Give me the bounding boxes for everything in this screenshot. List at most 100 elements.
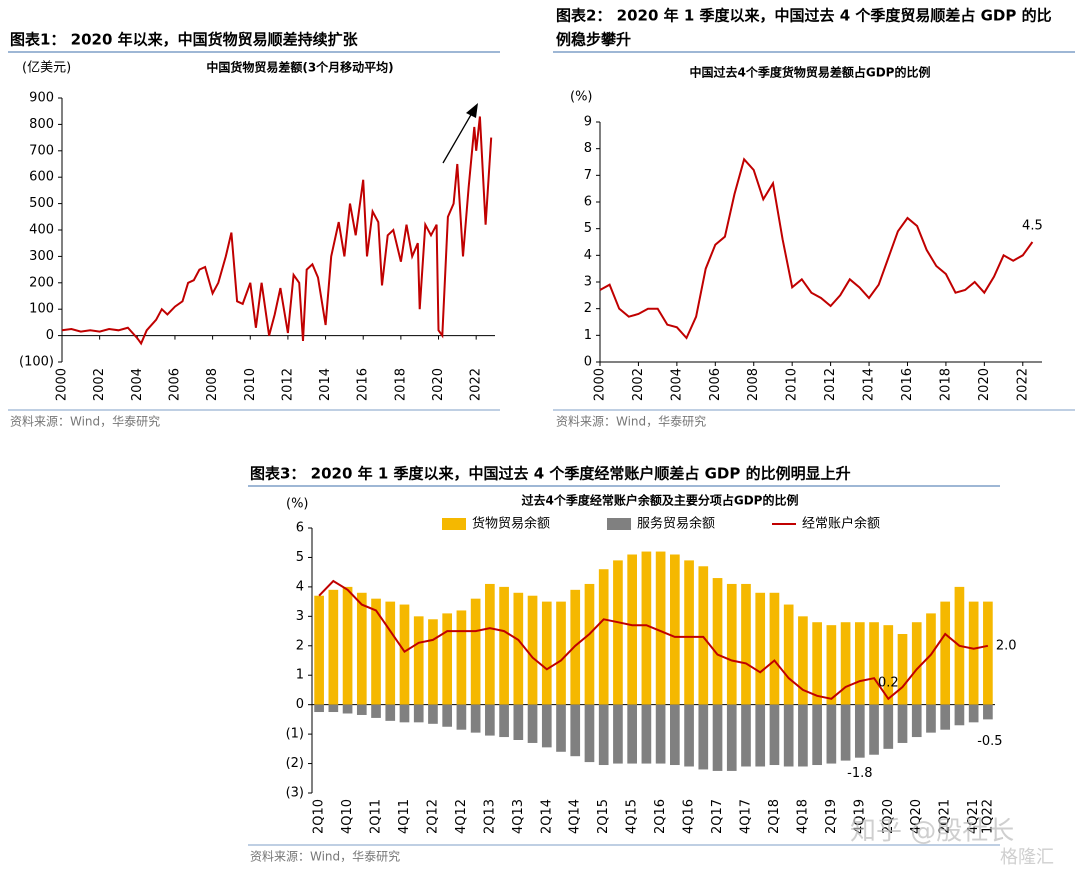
bar <box>470 704 481 733</box>
x-tick-label: 2012 <box>280 368 295 401</box>
bar <box>314 595 324 705</box>
bar <box>883 704 894 749</box>
bar <box>798 704 808 767</box>
x-tick-label: 4Q11 <box>397 799 412 834</box>
bar <box>428 619 438 705</box>
legend-swatch <box>607 518 631 530</box>
y-tick-label: (100) <box>19 355 54 370</box>
bar <box>897 704 908 743</box>
y-tick-label: 700 <box>29 143 54 158</box>
bar <box>456 704 467 730</box>
legend-label: 服务贸易余额 <box>637 516 715 532</box>
bar <box>897 634 908 705</box>
x-tick-label: 2022 <box>469 368 484 401</box>
x-tick-label: 2016 <box>356 368 371 401</box>
x-tick-label: 2018 <box>938 368 953 401</box>
bar <box>613 704 623 764</box>
bar <box>983 704 993 720</box>
x-tick-label: 4Q18 <box>795 799 810 834</box>
x-tick-label: 2Q15 <box>596 799 611 834</box>
bar <box>342 704 353 714</box>
x-tick-label: 2002 <box>92 368 107 401</box>
y-tick-label: 0 <box>46 328 54 343</box>
x-tick-label: 2012 <box>823 368 838 401</box>
data-label: -0.5 <box>977 734 1002 749</box>
bar <box>627 704 637 764</box>
bar <box>769 704 780 766</box>
bar <box>741 583 751 705</box>
x-tick-label: 4Q19 <box>852 799 867 834</box>
bar <box>556 704 566 752</box>
bar <box>655 551 666 705</box>
bar <box>541 601 552 705</box>
y-tick-label: 2 <box>296 638 304 653</box>
bar <box>968 704 979 723</box>
bar <box>328 704 339 713</box>
y-tick-label: 500 <box>29 196 54 211</box>
source-note: 资料来源：Wind，华泰研究 <box>250 849 400 864</box>
bar <box>613 560 623 705</box>
x-tick-label: 2016 <box>900 368 915 401</box>
bar <box>584 583 595 705</box>
x-tick-label: 2Q10 <box>312 799 327 834</box>
bar <box>755 704 766 767</box>
x-tick-label: 4Q13 <box>511 799 526 834</box>
y-tick-label: 0 <box>296 697 304 712</box>
bar <box>954 704 965 726</box>
y-tick-label: 5 <box>296 550 304 565</box>
bar <box>413 704 424 723</box>
bar <box>641 704 652 764</box>
bar <box>456 610 467 705</box>
x-tick-label: 2014 <box>862 368 877 401</box>
y-tick-label: 6 <box>296 521 304 536</box>
bar <box>598 569 609 705</box>
bar <box>869 704 879 755</box>
y-tick-label: (2) <box>286 756 304 771</box>
bar <box>926 613 936 705</box>
bar <box>470 598 481 705</box>
bar <box>399 604 410 705</box>
y-axis-label: (亿美元) <box>22 61 71 76</box>
y-tick-label: 5 <box>584 221 592 236</box>
bar <box>442 613 453 705</box>
y-tick-label: 100 <box>29 302 54 317</box>
bar <box>541 704 552 748</box>
x-tick-label: 2004 <box>130 368 145 401</box>
legend-label: 经常账户余额 <box>802 516 880 532</box>
x-tick-label: 4Q16 <box>682 799 697 834</box>
x-tick-label: 2Q13 <box>482 799 497 834</box>
line <box>318 579 989 701</box>
x-tick-label: 2Q12 <box>425 799 440 834</box>
x-tick-label: 2000 <box>593 368 608 401</box>
x-tick-label: 2Q11 <box>369 799 384 834</box>
bar <box>598 704 609 766</box>
x-tick-label: 2000 <box>55 368 70 401</box>
bar <box>826 704 837 764</box>
bar <box>741 704 751 767</box>
bar <box>755 592 766 705</box>
chart-header: 图表1： 2020 年以来，中国货物贸易顺差持续扩张 <box>10 31 359 49</box>
bar <box>783 604 794 705</box>
x-tick-label: 4Q14 <box>568 799 583 834</box>
line <box>61 116 493 346</box>
bar <box>712 704 723 771</box>
bar <box>684 560 694 705</box>
bar <box>698 704 709 770</box>
bar <box>983 601 993 705</box>
data-label: 2.0 <box>996 638 1017 653</box>
bar <box>968 601 979 705</box>
x-tick-label: 2Q21 <box>938 799 953 834</box>
bar <box>442 704 453 727</box>
y-tick-label: 2 <box>584 301 592 316</box>
y-tick-label: 6 <box>584 195 592 210</box>
bar <box>428 704 438 724</box>
data-label: -1.8 <box>847 766 872 781</box>
bar <box>385 704 396 721</box>
x-tick-label: 1Q22 <box>980 799 995 834</box>
bar <box>314 704 324 713</box>
x-tick-label: 2Q18 <box>767 799 782 834</box>
source-note: 资料来源：Wind，华泰研究 <box>556 414 706 429</box>
x-tick-label: 4Q12 <box>454 799 469 834</box>
bar <box>769 592 780 705</box>
